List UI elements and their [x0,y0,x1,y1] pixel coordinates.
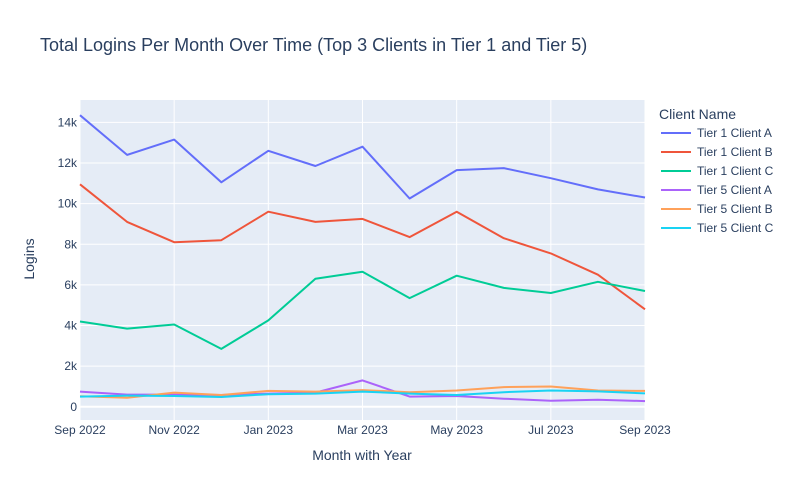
legend-item-label: Tier 5 Client A [697,183,772,197]
x-tick-label: May 2023 [430,423,483,437]
y-tick-label: 4k [64,319,78,333]
x-tick-label: Jul 2023 [528,423,574,437]
y-tick-label: 2k [64,359,78,373]
gridlines [79,100,646,420]
y-tick-label: 6k [64,278,78,292]
y-tick-label: 14k [58,115,78,129]
series-line [79,379,646,403]
series-lines [79,114,646,403]
x-tick-label: Sep 2023 [619,423,671,437]
x-tick-label: Jan 2023 [244,423,294,437]
legend-item-label: Tier 1 Client B [697,145,773,159]
x-axis-title: Month with Year [312,447,412,463]
legend: Client Name Tier 1 Client A Tier 1 Client… [659,106,774,235]
y-axis-ticks: 0 2k 4k 6k 8k 10k 12k 14k [58,115,78,413]
legend-item-label: Tier 1 Client C [697,164,774,178]
y-axis-title: Logins [21,238,37,279]
legend-title: Client Name [659,106,736,122]
x-tick-label: Sep 2022 [54,423,106,437]
x-tick-label: Mar 2023 [337,423,388,437]
chart-title: Total Logins Per Month Over Time (Top 3 … [40,35,587,55]
legend-item-label: Tier 1 Client A [697,126,772,140]
y-tick-label: 0 [70,400,77,414]
x-axis-ticks: Sep 2022 Nov 2022 Jan 2023 Mar 2023 May 2023… [54,423,671,437]
y-tick-label: 10k [58,197,78,211]
x-tick-label: Nov 2022 [148,423,200,437]
series-line [79,270,646,350]
legend-item-label: Tier 5 Client C [697,221,774,235]
series-line [79,114,646,200]
series-line [79,183,646,311]
y-tick-label: 8k [64,237,78,251]
y-tick-label: 12k [58,156,78,170]
series-line [79,385,646,399]
series-line [79,389,646,398]
legend-item-label: Tier 5 Client B [697,202,773,216]
